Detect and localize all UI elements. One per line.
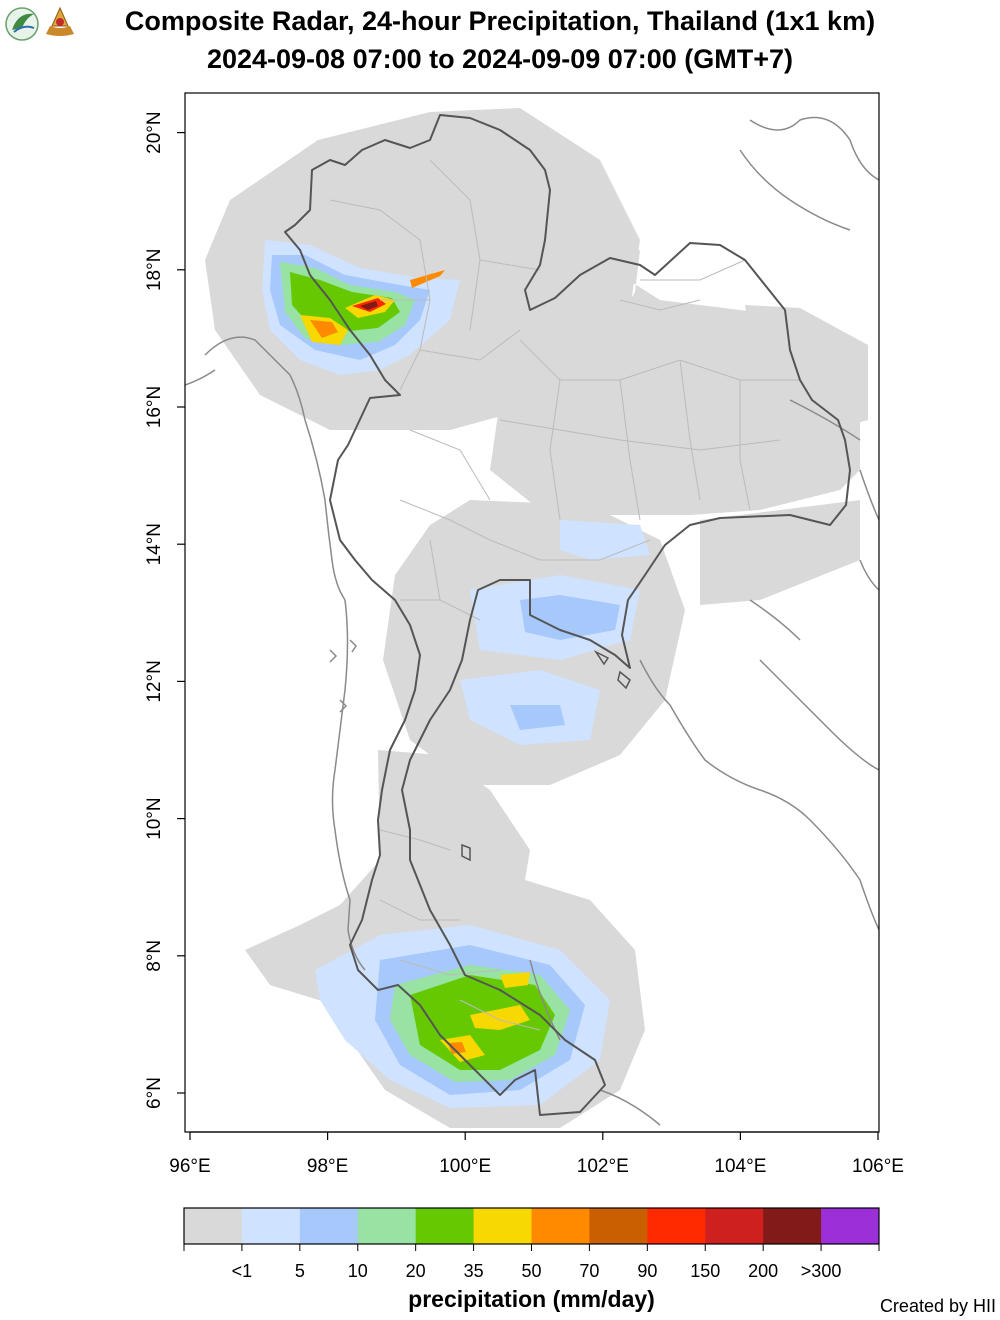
latitude-axis: 6°N 8°N 10°N 12°N 14°N 16°N 18°N 20°N [144,111,185,1109]
lon-tick-label: 106°E [852,1156,904,1177]
lat-tick-label: 16°N [144,386,165,428]
map-title: Composite Radar, 24-hour Precipitation, … [124,6,876,36]
colorbar-swatch [821,1208,880,1244]
credit-text: Created by HII [879,1296,996,1316]
lon-tick-label: 98°E [307,1156,348,1177]
precipitation-colorbar: <1 5 10 20 35 50 70 90 150 200 >300 [183,1207,880,1281]
precipitation-patches [262,240,650,1108]
lon-tick-label: 102°E [577,1156,629,1177]
thailand-border [284,114,851,1116]
colorbar-label: 70 [579,1261,599,1281]
islands [461,650,631,862]
royal-emblem-icon [46,6,74,36]
colorbar-swatch [647,1208,706,1244]
colorbar-label: 10 [348,1261,368,1281]
longitude-axis: 96°E 98°E 100°E 102°E 104°E 106°E [169,1131,904,1177]
lon-tick-label: 96°E [169,1156,210,1177]
leaf-logo-icon [5,7,39,41]
colorbar-swatch [299,1208,359,1244]
map-subtitle: 2024-09-08 07:00 to 2024-09-09 07:00 (GM… [206,44,794,74]
agency-logos [4,4,80,44]
colorbar-swatch [415,1208,475,1244]
colorbar-swatch [473,1208,532,1244]
lat-tick-label: 20°N [144,111,165,153]
lat-tick-label: 10°N [144,797,165,839]
colorbar-label: 20 [406,1261,426,1281]
colorbar-label: >300 [801,1261,842,1281]
coastlines [185,116,879,1126]
colorbar-swatch [531,1208,590,1244]
lon-tick-label: 104°E [714,1156,766,1177]
lon-tick-label: 100°E [439,1156,491,1177]
map-plot-area [185,108,879,1128]
lat-tick-label: 6°N [144,1077,165,1109]
colorbar-label: 5 [295,1261,305,1281]
colorbar-swatch [705,1208,764,1244]
colorbar-label: 50 [521,1261,541,1281]
lat-tick-label: 12°N [144,660,165,702]
colorbar-swatch [589,1208,648,1244]
colorbar-swatch [184,1208,243,1244]
colorbar-swatch [241,1208,301,1244]
province-boundaries [329,159,800,1031]
lat-tick-label: 8°N [144,940,165,972]
colorbar-swatch [357,1208,417,1244]
colorbar-label: 150 [690,1261,720,1281]
legend-title: precipitation (mm/day) [408,1286,655,1312]
colorbar-label: <1 [232,1261,253,1281]
colorbar-label: 90 [637,1261,657,1281]
colorbar-swatch [763,1208,822,1244]
colorbar-label: 35 [464,1261,484,1281]
lat-tick-label: 18°N [144,249,165,291]
colorbar-label: 200 [748,1261,778,1281]
lat-tick-label: 14°N [144,523,165,565]
